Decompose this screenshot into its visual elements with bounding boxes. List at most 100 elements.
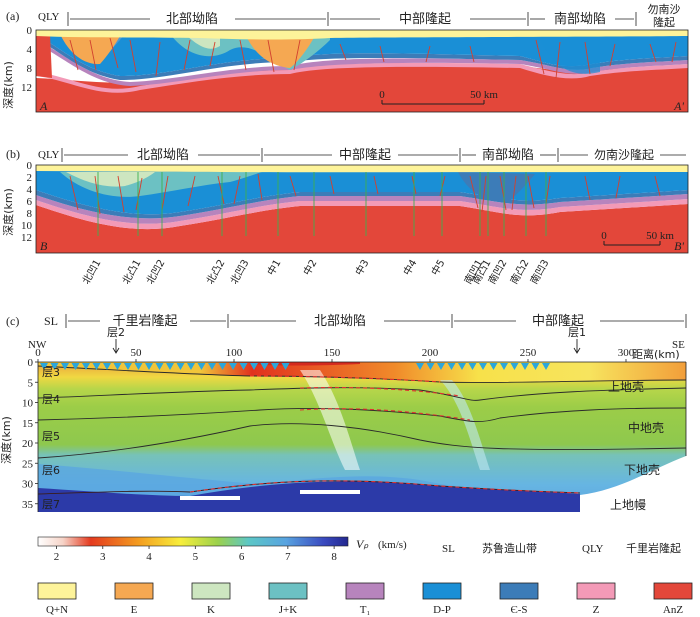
panel-c: (c) SL 千里岩隆起 北部坳陷 中部隆起 层2 层1 NW SE 0 50 10… [0,314,687,512]
unit-label: 中4 [400,257,419,278]
panel-a-point-end: A' [673,99,684,113]
legend-label: T₁ [360,604,371,616]
panel-b-frame [35,164,689,254]
station-icon [458,363,466,370]
panel-b-region-north: 北部坳陷 [137,148,189,163]
panel-b-scale-end: 50 km [646,230,674,242]
panel-a-region-sandbar-line1: 勿南沙 [648,3,681,16]
depth-tick-label: 25 [22,458,34,470]
panel-a-y-tick: 0 [27,25,33,37]
panel-b-region-central: 中部隆起 [339,148,391,163]
panel-a-y-tick: 12 [21,82,32,94]
panel-c-crust-middle: 中地壳 [628,420,664,435]
panel-b-region-arrows [61,148,686,162]
panel-c-velocity-model [38,362,686,512]
station-icon [447,363,456,370]
unit-label: 中2 [300,257,319,278]
station-icon [479,363,487,370]
station-icon [229,363,237,370]
panel-c-distance-label: 距离(km) [632,347,680,361]
panel-c-marker-layer2: 层2 [107,326,125,339]
panel-b-y-tick: 8 [27,208,33,220]
panel-c-layer-labels: 层3 层4 层5 层6 层7 [42,366,60,511]
panel-b-unit-lines [97,172,547,236]
panel-a-region-central: 中部隆起 [399,12,451,27]
panel-b-section [36,165,688,253]
station-icon [92,363,101,370]
unit-label: 北凸2 [204,258,228,287]
panel-c-mantle-upper: 上地幔 [610,497,646,512]
unit-label: 中5 [428,257,447,278]
station-icon [250,363,258,370]
panel-c-constrained-boundaries [189,375,581,494]
panel-a-point-start: A [39,99,48,113]
panel-c-depth-label: 深度(km) [0,416,13,464]
colorbar-tick-label: 3 [100,551,106,563]
legend-label: Q+N [46,604,68,616]
panel-b-y-tick: 10 [21,220,33,232]
unit-label: 北凸1 [120,258,144,287]
depth-tick-label: 35 [22,499,34,511]
panel-b-scale-start: 0 [601,230,607,242]
depth-tick-label: 30 [22,479,34,491]
legend-label: D-P [433,604,451,616]
panel-c-region-north: 北部坳陷 [314,314,366,329]
unit-label: 北凹2 [144,258,168,287]
station-icon [416,363,424,370]
station-icon [187,363,195,370]
legend-label: J+K [279,604,297,616]
panel-c-marker-arrow [112,339,120,354]
colorbar-unit: (km/s) [378,539,407,551]
colorbar-tick-label: 5 [193,551,199,563]
station-icon [271,363,279,370]
panel-c-crust-lower: 下地壳 [624,463,660,477]
panel-c-sl-tag: SL [44,314,58,328]
station-icon [40,363,48,370]
panel-a-region-north: 北部坳陷 [166,12,218,27]
legend-label: Є-S [510,604,527,616]
panel-a-y-tick: 4 [27,44,33,56]
panel-a-region-south: 南部坳陷 [554,11,606,27]
legend-swatch [37,582,77,600]
station-icon [113,363,122,370]
panel-c-marker-arrow [573,339,581,354]
panel-c-nw: NW [28,339,47,351]
panel-c-se: SE [672,339,685,351]
station-icon [281,363,290,370]
station-icon [134,363,143,370]
panel-c-depth-ticks: 0 5 10 15 20 25 30 35 [22,357,38,511]
station-icon [260,363,269,370]
station-icon [510,363,519,370]
station-icon [145,363,153,370]
station-icon [50,363,59,370]
legend: Q+N E K J+K T₁ D-P Є-S Z AnZ [37,582,693,616]
station-icon [468,363,477,370]
station-icon [166,363,174,370]
unit-label: 南凸2 [507,257,531,286]
panel-a-y-ticks: 0 4 8 12 [21,25,33,94]
legend-swatch [653,582,693,600]
station-icon [239,363,248,370]
panel-a-frame [35,29,689,113]
panel-b-region-south: 南部坳陷 [482,147,534,163]
panel-c-crust-upper: 上地壳 [608,380,644,394]
distance-tick-label: 150 [324,347,341,359]
panel-a-region-arrows [67,12,637,26]
panel-a-y-tick: 8 [27,63,33,75]
station-icon [103,363,111,370]
depth-tick-label: 0 [28,357,34,369]
station-icon [197,363,206,370]
panel-a-label: (a) [6,9,19,23]
panel-b-y-ticks: 0 2 4 6 8 10 12 [21,160,33,244]
panel-b-point-start: B [40,239,48,253]
legend-swatch [345,582,385,600]
station-icon [71,363,80,370]
panel-b-y-tick: 4 [27,184,33,196]
abbr-sl: SL [442,543,455,555]
panel-a-qly-tag: QLY [38,11,60,23]
distance-tick-label: 250 [520,347,537,359]
panel-b-depth-label: 深度(km) [1,188,15,236]
station-icon [124,363,132,370]
